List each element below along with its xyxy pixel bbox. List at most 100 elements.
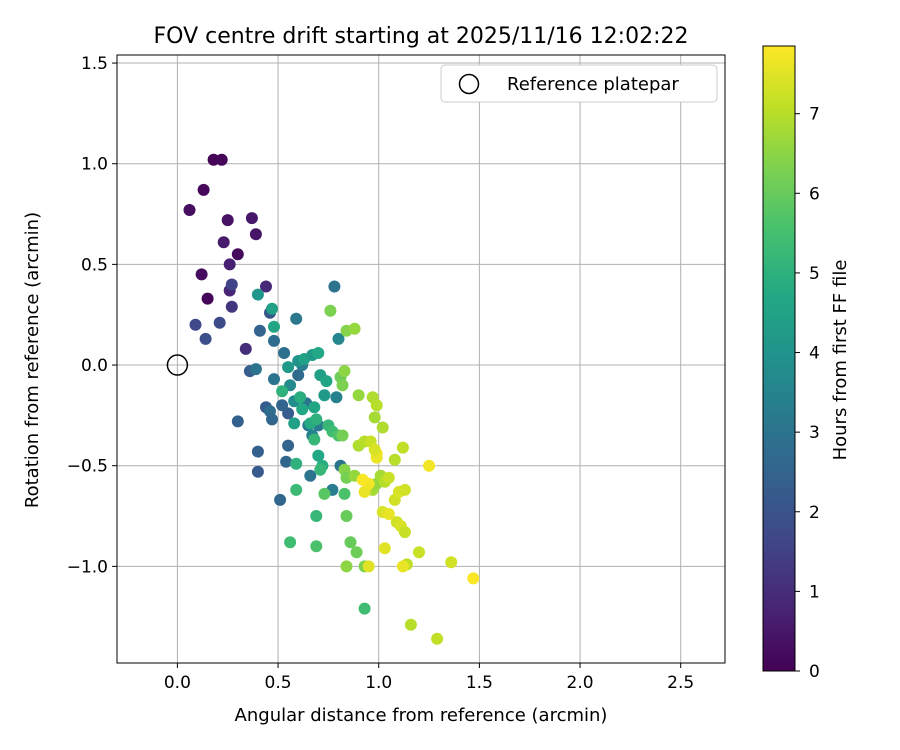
data-point	[404, 618, 417, 631]
data-point	[260, 280, 272, 293]
data-point	[282, 361, 295, 374]
colorbar-ticks: 0 1 2 3 4 5 6 7	[795, 105, 820, 682]
x-axis-ticks: 0.0 0.5 1.0 1.5 2.0 2.5	[164, 663, 694, 693]
data-point	[348, 322, 361, 335]
data-point	[290, 457, 303, 470]
data-point	[284, 536, 297, 549]
reference-marker	[166, 354, 189, 376]
data-point	[217, 236, 230, 249]
data-point	[378, 542, 391, 555]
x-axis-label: Angular distance from reference (arcmin)	[235, 705, 608, 726]
colorbar-tick-label: 1	[809, 582, 820, 602]
legend-circle-icon	[458, 73, 480, 95]
data-point	[396, 560, 409, 573]
colorbar-tick-label: 5	[809, 264, 820, 284]
x-tick-label: 1.0	[365, 673, 392, 693]
colorbar-tick-label: 3	[809, 423, 820, 443]
legend-label: Reference platepar	[507, 74, 679, 95]
data-point	[239, 342, 252, 355]
grid-lines	[117, 55, 725, 663]
plot-frame	[116, 54, 726, 664]
data-point	[290, 483, 303, 496]
data-point	[215, 153, 228, 166]
data-point	[245, 212, 258, 225]
data-point	[314, 463, 327, 476]
data-point	[431, 632, 444, 645]
data-point	[278, 347, 291, 359]
data-point	[318, 389, 331, 402]
y-axis-label: Rotation from reference (arcmin)	[22, 212, 43, 508]
colorbar-tick-label: 2	[809, 503, 820, 523]
data-point	[320, 375, 333, 388]
data-point	[423, 459, 436, 472]
legend-box	[440, 64, 718, 103]
data-point	[292, 369, 305, 382]
colorbar-label: Hours from first FF file	[830, 260, 851, 461]
y-tick-label: −1.0	[67, 557, 108, 577]
data-point	[231, 415, 244, 428]
data-point	[310, 510, 323, 522]
data-point	[340, 560, 353, 573]
x-tick-label: 0.0	[164, 673, 191, 693]
data-point	[249, 363, 262, 376]
data-point	[266, 302, 278, 315]
x-tick-label: 2.0	[567, 673, 594, 693]
data-point	[445, 556, 458, 569]
y-tick-label: 1.0	[81, 155, 108, 175]
y-axis-ticks: −1.0 −0.5 0.0 0.5 1.0 1.5	[67, 54, 117, 577]
data-point	[358, 602, 371, 615]
colorbar	[762, 45, 796, 672]
data-point	[382, 508, 395, 520]
data-point	[288, 417, 301, 430]
reference-point	[166, 354, 189, 376]
data-point	[398, 483, 411, 496]
data-point	[368, 443, 381, 456]
y-tick-label: 1.5	[81, 54, 108, 74]
data-point	[231, 248, 244, 261]
data-points	[183, 153, 480, 645]
data-point	[189, 318, 202, 331]
colorbar-tick-label: 0	[809, 662, 820, 682]
data-point	[350, 546, 363, 559]
data-point	[213, 316, 226, 329]
data-point	[308, 401, 321, 414]
y-tick-label: 0.0	[81, 356, 108, 376]
data-point	[396, 441, 409, 454]
data-point	[251, 465, 264, 478]
data-point	[338, 365, 351, 378]
data-point	[266, 413, 278, 426]
data-point	[368, 411, 381, 424]
x-tick-label: 2.5	[667, 673, 694, 693]
data-point	[268, 320, 280, 333]
data-point	[310, 540, 323, 553]
data-point	[318, 487, 331, 500]
data-point	[183, 204, 196, 216]
data-point	[199, 332, 212, 345]
legend: Reference platepar	[440, 64, 718, 103]
colorbar-tick-label: 4	[809, 344, 820, 364]
data-point	[290, 312, 303, 325]
data-point	[356, 473, 369, 486]
y-tick-label: −0.5	[67, 457, 108, 477]
x-tick-label: 1.5	[466, 673, 493, 693]
data-point	[304, 469, 317, 482]
data-point	[330, 391, 343, 404]
colorbar-tick-label: 6	[809, 184, 820, 204]
data-point	[225, 300, 238, 313]
data-point	[251, 445, 264, 458]
data-point	[276, 385, 289, 398]
data-point	[467, 572, 480, 585]
data-point	[370, 399, 383, 412]
data-point	[282, 439, 295, 452]
data-point	[225, 278, 238, 291]
data-point	[223, 258, 236, 271]
data-point	[201, 292, 214, 305]
x-tick-label: 0.5	[265, 673, 292, 693]
data-point	[336, 429, 349, 442]
chart-title: FOV centre drift starting at 2025/11/16 …	[154, 24, 689, 49]
data-point	[336, 379, 349, 392]
data-point	[382, 471, 395, 484]
data-point	[376, 421, 389, 434]
data-point	[253, 324, 266, 337]
